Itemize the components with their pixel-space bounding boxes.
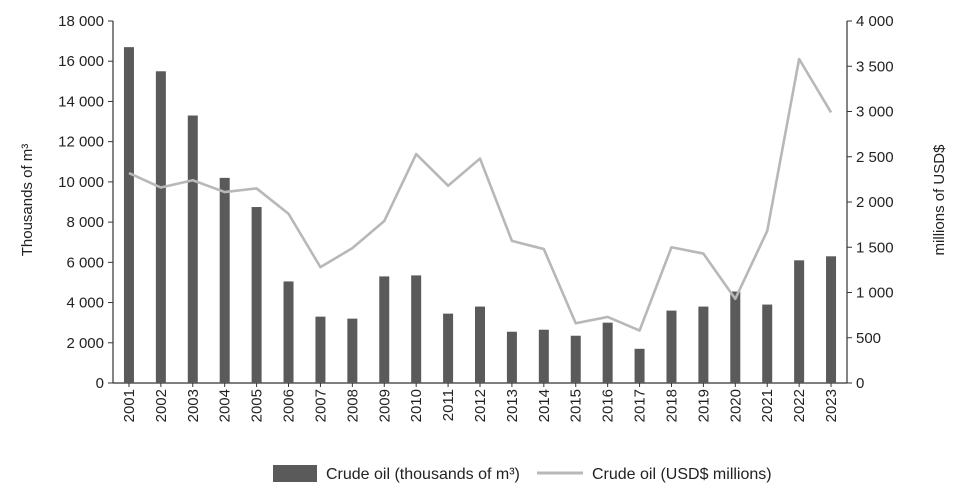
x-tick-label: 2018 [663,389,680,422]
bar [666,310,677,383]
x-tick-labels: 2001 2002 2003 2004 2005 2006 2007 2008 2009 2010… [121,389,840,422]
line-series [128,57,833,332]
x-tick-label: 2007 [312,389,329,422]
y-tick-label: 12 000 [58,134,104,151]
bar [123,47,134,384]
y-tick-labels: 0 2 000 4 000 6 000 8 000 10 000 12 000 14 000 1… [58,13,104,392]
bar [283,281,294,383]
x-tick-label: 2015 [568,389,585,422]
y2-tick-label: 1 500 [856,239,894,256]
y-tick-label: 4 000 [66,295,104,312]
legend-line-label: Crude oil (USD$ millions) [592,466,772,483]
y-tick-label: 2 000 [66,335,104,352]
bar [187,115,198,384]
y2-tick-label: 2 000 [856,194,894,211]
x-tick-label: 2004 [217,389,234,422]
bar-series [123,47,837,384]
x-tick-label: 2013 [504,389,521,422]
bar [443,313,454,383]
y2-tick-label: 2 500 [856,149,894,166]
bar [634,348,645,383]
bar [155,71,166,384]
bar [347,318,358,383]
y-tick-label: 8 000 [66,214,104,231]
y2-tick-labels: 0 500 1 000 1 500 2 000 2 500 3 000 3 500 4 000 [856,13,894,392]
y-tick-label: 14 000 [58,93,104,110]
legend-bar-label: Crude oil (thousands of m³) [326,466,520,483]
legend: Crude oil (thousands of m³) Crude oil (U… [273,465,772,483]
y2-axis-title: millions of USD$ [931,144,948,256]
bar [570,335,581,383]
y2-tick-label: 3 000 [856,104,894,121]
bar [475,306,485,383]
bar [602,322,613,383]
y2-tick-label: 4 000 [856,13,894,30]
x-tick-label: 2023 [823,389,840,422]
legend-bar-swatch [273,465,317,482]
x-tick-label: 2003 [185,389,202,422]
bar [698,306,709,383]
y-tick-label: 16 000 [58,53,104,70]
y2-tick-label: 0 [856,375,864,392]
bar [762,304,773,383]
bar [315,316,326,383]
x-tick-label: 2002 [153,389,170,422]
x-tick-label: 2006 [281,389,298,422]
x-tick-label: 2017 [632,389,649,422]
y-axis-title: Thousands of m³ [19,144,36,257]
x-tick-label: 2001 [121,389,138,422]
x-tick-label: 2014 [536,389,553,422]
bar [826,256,837,383]
y-tick-label: 18 000 [58,13,104,30]
bar [251,207,262,383]
x-tick-label: 2008 [344,389,361,422]
y2-tick-label: 3 500 [856,58,894,75]
line-path [128,57,833,332]
y-tick-label: 10 000 [58,174,104,191]
bar [538,329,549,383]
x-tick-label: 2021 [759,389,776,422]
bar [379,276,390,383]
y2-tick-label: 1 000 [856,285,894,302]
bar [506,331,517,383]
x-tick-label: 2010 [408,389,425,422]
x-tick-label: 2020 [727,389,744,422]
x-tick-label: 2005 [249,389,266,422]
x-tick-label: 2016 [600,389,617,422]
x-tick-label: 2012 [472,389,489,422]
bar [730,291,741,383]
x-tick-label: 2009 [376,389,393,422]
x-tick-label: 2011 [440,389,457,421]
x-tick-label: 2022 [791,389,808,422]
y-tick-label: 6 000 [66,254,104,271]
bar [794,260,805,383]
bar [219,177,230,383]
bar [411,275,422,383]
x-tick-label: 2019 [695,389,712,422]
y-tick-label: 0 [96,375,104,392]
y2-tick-label: 500 [856,330,881,347]
